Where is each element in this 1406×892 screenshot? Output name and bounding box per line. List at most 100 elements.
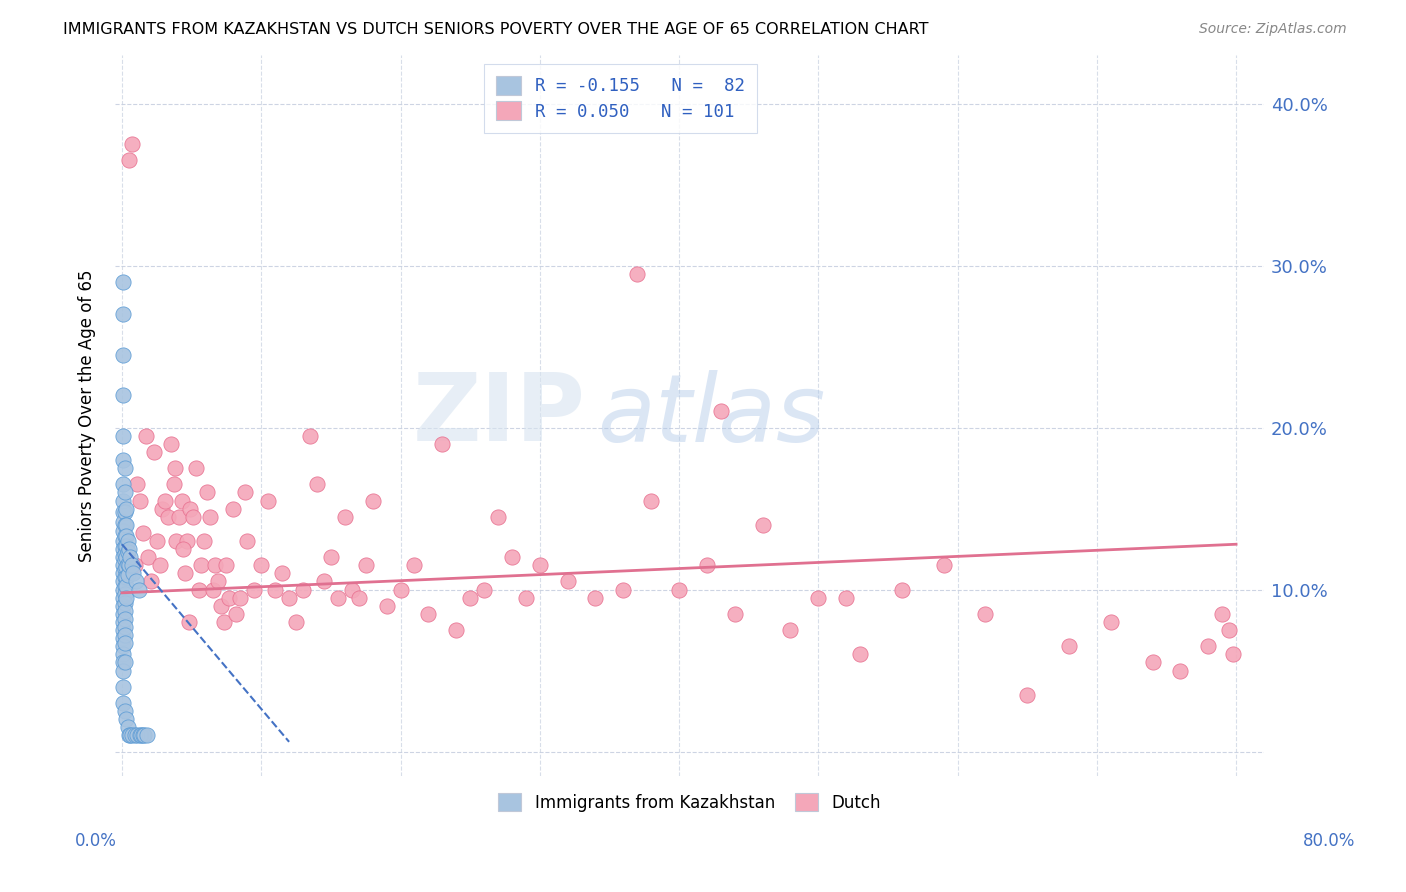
Point — [114, 539, 136, 553]
Text: atlas: atlas — [598, 370, 825, 461]
Point — [159, 437, 181, 451]
Point — [114, 656, 136, 670]
Point — [187, 582, 209, 597]
Point — [112, 680, 135, 694]
Point — [114, 604, 136, 618]
Point — [112, 428, 135, 442]
Point — [121, 137, 143, 152]
Point — [515, 591, 537, 605]
Point — [124, 728, 146, 742]
Point — [696, 558, 718, 573]
Point — [117, 545, 139, 559]
Point — [233, 485, 256, 500]
Point — [112, 664, 135, 678]
Point — [117, 534, 139, 549]
Point — [112, 696, 135, 710]
Point — [117, 557, 139, 571]
Point — [112, 574, 135, 589]
Point — [264, 582, 287, 597]
Point — [122, 566, 145, 581]
Point — [585, 591, 607, 605]
Point — [112, 348, 135, 362]
Point — [319, 550, 342, 565]
Point — [156, 509, 179, 524]
Point — [153, 493, 176, 508]
Point — [114, 553, 136, 567]
Point — [112, 388, 135, 402]
Point — [112, 505, 135, 519]
Point — [458, 591, 481, 605]
Point — [115, 517, 138, 532]
Point — [131, 728, 153, 742]
Point — [1142, 656, 1164, 670]
Point — [115, 579, 138, 593]
Point — [181, 509, 204, 524]
Point — [751, 517, 773, 532]
Point — [143, 445, 166, 459]
Point — [117, 568, 139, 582]
Point — [710, 404, 733, 418]
Point — [112, 631, 135, 645]
Point — [835, 591, 858, 605]
Point — [285, 615, 308, 629]
Point — [1057, 640, 1080, 654]
Point — [486, 509, 509, 524]
Point — [112, 477, 135, 491]
Point — [132, 728, 155, 742]
Point — [138, 550, 160, 565]
Point — [114, 461, 136, 475]
Point — [1170, 664, 1192, 678]
Point — [121, 728, 143, 742]
Point — [115, 569, 138, 583]
Point — [114, 612, 136, 626]
Point — [134, 728, 156, 742]
Point — [201, 582, 224, 597]
Point — [1222, 648, 1244, 662]
Point — [115, 539, 138, 553]
Legend: Immigrants from Kazakhstan, Dutch: Immigrants from Kazakhstan, Dutch — [488, 783, 891, 822]
Point — [198, 509, 221, 524]
Point — [340, 582, 363, 597]
Point — [114, 561, 136, 575]
Point — [176, 534, 198, 549]
Point — [118, 153, 141, 168]
Text: IMMIGRANTS FROM KAZAKHSTAN VS DUTCH SENIORS POVERTY OVER THE AGE OF 65 CORRELATI: IMMIGRANTS FROM KAZAKHSTAN VS DUTCH SENI… — [63, 22, 929, 37]
Point — [112, 550, 135, 565]
Point — [118, 728, 141, 742]
Point — [177, 615, 200, 629]
Point — [120, 550, 142, 565]
Point — [115, 591, 138, 605]
Point — [118, 542, 141, 557]
Point — [173, 566, 195, 581]
Point — [404, 558, 426, 573]
Point — [136, 728, 159, 742]
Point — [114, 628, 136, 642]
Point — [932, 558, 955, 573]
Point — [112, 591, 135, 605]
Point — [135, 428, 157, 442]
Point — [114, 505, 136, 519]
Point — [112, 493, 135, 508]
Point — [114, 636, 136, 650]
Point — [292, 582, 315, 597]
Point — [1211, 607, 1233, 621]
Text: ZIP: ZIP — [413, 369, 586, 461]
Point — [222, 501, 245, 516]
Point — [112, 615, 135, 629]
Point — [112, 623, 135, 637]
Point — [141, 574, 163, 589]
Point — [165, 534, 187, 549]
Point — [444, 623, 467, 637]
Point — [529, 558, 551, 573]
Point — [112, 542, 135, 557]
Point — [557, 574, 579, 589]
Point — [114, 579, 136, 593]
Point — [115, 560, 138, 574]
Point — [114, 485, 136, 500]
Point — [212, 615, 235, 629]
Point — [472, 582, 495, 597]
Point — [305, 477, 328, 491]
Point — [120, 728, 142, 742]
Point — [112, 640, 135, 654]
Point — [114, 587, 136, 601]
